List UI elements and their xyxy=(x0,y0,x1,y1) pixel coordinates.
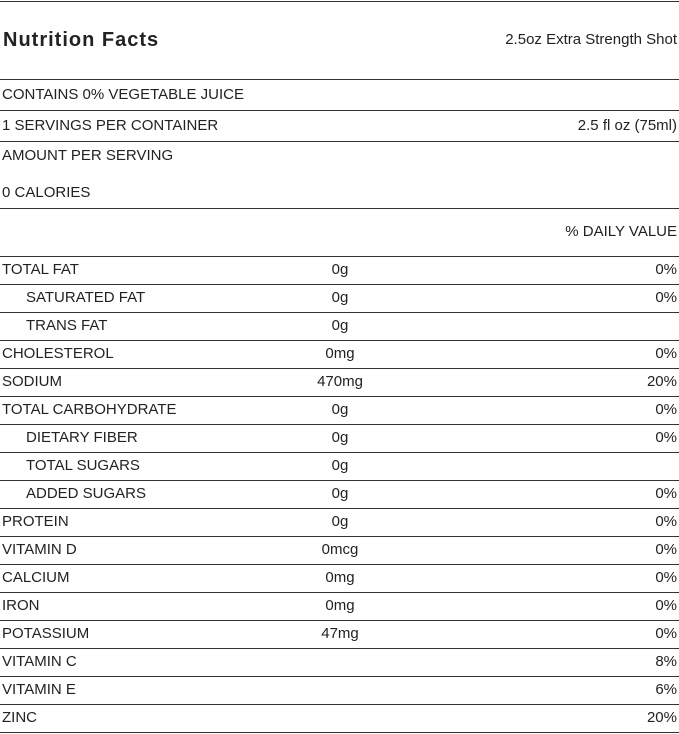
divider xyxy=(0,452,679,453)
nutrient-name: ADDED SUGARS xyxy=(26,485,147,502)
daily-value: 20% xyxy=(646,373,677,390)
nutrient-amount: 0mg xyxy=(325,345,355,362)
nutrient-name: CHOLESTEROL xyxy=(2,345,114,362)
divider xyxy=(0,732,679,733)
nutrient-amount: 0g xyxy=(331,289,349,306)
divider xyxy=(0,508,679,509)
juice-note: CONTAINS 0% VEGETABLE JUICE xyxy=(2,86,244,103)
daily-value: 6% xyxy=(655,681,677,698)
divider xyxy=(0,592,679,593)
nutrient-name: VITAMIN E xyxy=(2,681,76,698)
daily-value: 8% xyxy=(655,653,677,670)
serving-size: 2.5 fl oz (75ml) xyxy=(577,117,677,134)
nutrient-name: VITAMIN D xyxy=(2,541,77,558)
daily-value: 0% xyxy=(655,569,677,586)
divider xyxy=(0,368,679,369)
divider xyxy=(0,208,679,209)
divider xyxy=(0,396,679,397)
daily-value: 0% xyxy=(655,597,677,614)
divider xyxy=(0,312,679,313)
nutrient-amount: 47mg xyxy=(321,625,359,642)
divider xyxy=(0,284,679,285)
nutrient-amount: 470mg xyxy=(317,373,363,390)
nutrient-name: DIETARY FIBER xyxy=(26,429,138,446)
amount-per-serving: AMOUNT PER SERVING xyxy=(2,147,174,164)
divider xyxy=(0,480,679,481)
divider xyxy=(0,564,679,565)
nutrient-amount: 0g xyxy=(331,457,349,474)
nutrient-amount: 0mg xyxy=(325,569,355,586)
nutrient-amount: 0mcg xyxy=(321,541,359,558)
nutrient-amount: 0g xyxy=(331,513,349,530)
daily-value-header: % DAILY VALUE xyxy=(565,223,677,240)
divider xyxy=(0,110,679,111)
divider xyxy=(0,648,679,649)
nutrient-amount: 0g xyxy=(331,485,349,502)
divider xyxy=(0,704,679,705)
nutrient-amount: 0g xyxy=(331,429,349,446)
nutrient-name: CALCIUM xyxy=(2,569,70,586)
daily-value: 20% xyxy=(646,709,677,726)
divider xyxy=(0,536,679,537)
nutrient-amount: 0g xyxy=(331,317,349,334)
nutrient-name: ZINC xyxy=(2,709,37,726)
divider xyxy=(0,256,679,257)
daily-value: 0% xyxy=(655,289,677,306)
subtitle: 2.5oz Extra Strength Shot xyxy=(505,31,677,48)
daily-value: 0% xyxy=(655,541,677,558)
nutrient-amount: 0g xyxy=(331,401,349,418)
daily-value: 0% xyxy=(655,485,677,502)
servings: 1 SERVINGS PER CONTAINER xyxy=(2,117,219,134)
nutrient-name: TOTAL FAT xyxy=(2,261,79,278)
nutrient-amount: 0mg xyxy=(325,597,355,614)
daily-value: 0% xyxy=(655,513,677,530)
daily-value: 0% xyxy=(655,401,677,418)
nutrient-name: IRON xyxy=(2,597,40,614)
divider xyxy=(0,1,679,2)
divider xyxy=(0,676,679,677)
nutrient-amount: 0g xyxy=(331,261,349,278)
nutrient-name: PROTEIN xyxy=(2,513,69,530)
divider xyxy=(0,79,679,80)
nutrient-name: VITAMIN C xyxy=(2,653,77,670)
divider xyxy=(0,141,679,142)
divider xyxy=(0,340,679,341)
divider xyxy=(0,424,679,425)
nutrient-name: TRANS FAT xyxy=(26,317,108,334)
daily-value: 0% xyxy=(655,625,677,642)
divider xyxy=(0,620,679,621)
nutrient-name: SATURATED FAT xyxy=(26,289,146,306)
nutrient-name: TOTAL SUGARS xyxy=(26,457,140,474)
nutrient-name: TOTAL CARBOHYDRATE xyxy=(2,401,177,418)
calories: 0 CALORIES xyxy=(2,184,91,201)
daily-value: 0% xyxy=(655,429,677,446)
daily-value: 0% xyxy=(655,261,677,278)
nutrient-name: POTASSIUM xyxy=(2,625,90,642)
daily-value: 0% xyxy=(655,345,677,362)
nutrient-name: SODIUM xyxy=(2,373,62,390)
title: Nutrition Facts xyxy=(3,29,160,51)
